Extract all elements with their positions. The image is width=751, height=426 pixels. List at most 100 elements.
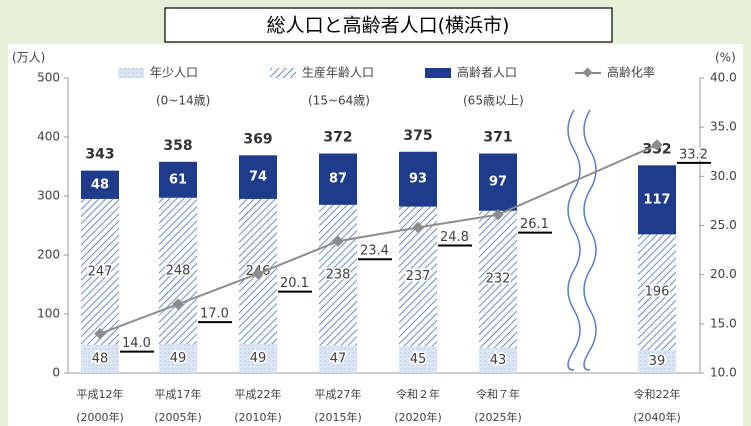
bar-value-label: 49 — [250, 351, 267, 366]
y2-tick-label: 35.0 — [710, 120, 737, 134]
bar-segment — [638, 234, 676, 350]
x-tick-sublabel: (2040年) — [633, 410, 681, 424]
y2-tick-label: 10.0 — [710, 366, 737, 380]
legend-label: 生産年齢人口 — [302, 65, 374, 80]
x-tick-label: 平成12年 — [77, 387, 124, 401]
legend-label: 高齢者人口 — [457, 65, 517, 80]
total-label: 343 — [85, 147, 114, 163]
x-tick-label: 平成27年 — [315, 387, 362, 401]
bar-value-label: 74 — [249, 170, 267, 185]
legend-label: 高齢化率 — [607, 65, 655, 80]
legend-swatch — [425, 68, 451, 78]
bar-segment — [399, 346, 437, 373]
legend-label: 年少人口 — [150, 66, 198, 80]
y2-tick-label: 30.0 — [710, 169, 737, 183]
bar-segment — [159, 161, 197, 198]
rate-value-label: 24.8 — [440, 230, 469, 245]
bar-value-label: 48 — [91, 177, 109, 192]
rate-point — [332, 235, 344, 247]
bar-value-label: 61 — [169, 172, 187, 187]
bar-value-label: 232 — [486, 272, 511, 287]
bar-segment — [81, 344, 119, 373]
legend-swatch — [118, 68, 144, 78]
bar-segment — [81, 198, 119, 345]
x-tick-sublabel: (2000年) — [76, 410, 124, 424]
rate-point — [412, 221, 424, 234]
y-axis-label: (万人) — [12, 51, 45, 65]
legend-swatch — [270, 68, 296, 78]
rate-value-label: 20.1 — [280, 276, 309, 291]
total-label: 371 — [483, 130, 512, 146]
legend-note: (15~64歳) — [308, 94, 370, 108]
bar-segment — [638, 349, 676, 373]
y2-tick-label: 20.0 — [710, 267, 737, 281]
bar-segment — [159, 344, 197, 373]
y-tick-label: 200 — [37, 248, 60, 262]
bar-value-label: 238 — [326, 268, 351, 283]
bar-value-label: 45 — [410, 352, 427, 367]
bar-segment — [479, 153, 517, 211]
y-tick-label: 400 — [37, 130, 60, 144]
rate-value-label: 33.2 — [679, 147, 708, 162]
bar-segment — [239, 155, 277, 199]
legend-note: (0~14歳) — [156, 94, 210, 108]
bar-value-label: 39 — [649, 354, 666, 369]
total-label: 372 — [323, 130, 352, 146]
total-label: 375 — [403, 128, 432, 144]
legend-note: (65歳以上) — [463, 94, 524, 108]
bar-segment — [239, 344, 277, 373]
chart-title: 総人口と高齢者人口(横浜市) — [267, 15, 510, 37]
rate-value-label: 14.0 — [122, 336, 151, 351]
bar-segment — [638, 165, 676, 235]
bar-segment — [319, 204, 357, 346]
y-tick-label: 500 — [37, 71, 60, 85]
rate-point — [492, 209, 504, 221]
rate-value-label: 17.0 — [200, 307, 229, 322]
y2-tick-label: 25.0 — [710, 218, 737, 232]
x-tick-label: 令和２年 — [396, 387, 440, 401]
total-label: 369 — [243, 131, 272, 147]
bar-segment — [319, 345, 357, 373]
rate-point — [252, 268, 264, 280]
bar-value-label: 87 — [329, 172, 347, 187]
bar-value-label: 247 — [88, 264, 113, 279]
bar-segment — [81, 170, 119, 199]
bar-segment — [159, 197, 197, 345]
y-tick-label: 100 — [37, 307, 60, 321]
x-tick-sublabel: (2025年) — [474, 410, 522, 424]
bar-segment — [399, 151, 437, 207]
x-tick-label: 令和22年 — [634, 387, 681, 401]
x-tick-label: 平成17年 — [155, 387, 202, 401]
x-tick-label: 令和７年 — [476, 387, 520, 401]
y-tick-label: 0 — [52, 366, 60, 380]
bar-segment — [479, 347, 517, 373]
bar-value-label: 237 — [406, 269, 431, 284]
bar-segment — [479, 210, 517, 348]
y2-tick-label: 40.0 — [710, 71, 737, 85]
bar-value-label: 49 — [170, 351, 187, 366]
x-tick-sublabel: (2010年) — [234, 410, 282, 424]
bar-value-label: 196 — [645, 285, 670, 300]
title-box — [164, 7, 613, 43]
bar-segment — [319, 153, 357, 205]
rate-point — [172, 298, 184, 310]
x-tick-sublabel: (2005年) — [154, 410, 202, 424]
rate-value-label: 26.1 — [520, 217, 549, 232]
bar-value-label: 93 — [409, 172, 427, 187]
total-label: 358 — [163, 138, 192, 154]
bar-value-label: 97 — [489, 175, 507, 190]
bar-value-label: 117 — [643, 192, 670, 207]
x-tick-label: 平成22年 — [235, 387, 282, 401]
y-tick-label: 300 — [37, 189, 60, 203]
bar-value-label: 248 — [166, 263, 191, 278]
x-tick-sublabel: (2020年) — [394, 410, 442, 424]
axis-break — [567, 109, 597, 371]
rate-value-label: 23.4 — [360, 244, 389, 259]
y2-axis-label: (%) — [715, 51, 736, 65]
y2-tick-label: 15.0 — [710, 316, 737, 330]
rate-point — [651, 139, 663, 151]
bar-value-label: 43 — [490, 353, 507, 368]
bar-value-label: 47 — [330, 352, 347, 367]
bar-value-label: 48 — [92, 351, 109, 366]
